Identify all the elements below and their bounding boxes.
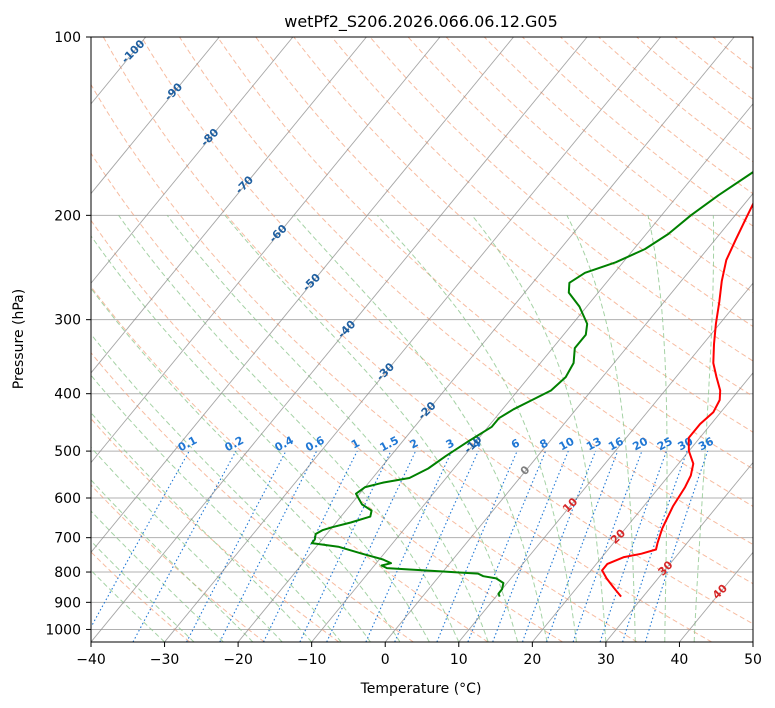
y-tick-label: 800 bbox=[54, 565, 81, 581]
moist-adiabat-line bbox=[91, 333, 371, 642]
mixing-ratio-label: 25 bbox=[655, 435, 675, 454]
isotherm-line bbox=[311, 103, 753, 642]
x-axis-title: Temperature (°C) bbox=[360, 681, 482, 697]
y-tick-label: 700 bbox=[54, 531, 81, 547]
y-tick-label: 400 bbox=[54, 387, 81, 403]
dry-adiabat-line bbox=[91, 152, 638, 642]
dewpoint-profile-line bbox=[310, 170, 753, 597]
moist-adiabat-line bbox=[224, 214, 519, 642]
mixing-ratio-label: 20 bbox=[630, 435, 650, 454]
sounding-profiles bbox=[310, 170, 753, 598]
x-tick-label: −10 bbox=[297, 652, 327, 668]
mixing-ratio-line bbox=[132, 450, 237, 642]
x-tick-label: 20 bbox=[523, 652, 541, 668]
isotherm-line bbox=[91, 37, 514, 554]
mixing-ratio-line bbox=[622, 450, 688, 642]
mixing-ratio-line bbox=[263, 450, 358, 642]
isotherm-line bbox=[91, 37, 220, 195]
moist-adiabat-line bbox=[91, 446, 283, 642]
mixing-ratio-label: 36 bbox=[696, 435, 716, 454]
plot-frame bbox=[90, 36, 754, 643]
moist-adiabat-line bbox=[566, 215, 636, 642]
mixing-ratio-line bbox=[599, 450, 668, 642]
chart-title: wetPf2_S206.2026.066.06.12.G05 bbox=[284, 12, 558, 32]
y-tick-label: 500 bbox=[54, 444, 81, 460]
dry-adiabat-line bbox=[255, 37, 753, 470]
isotherm-line bbox=[91, 37, 294, 284]
x-tick-label: 50 bbox=[744, 652, 762, 668]
mixing-ratio-lines bbox=[91, 450, 709, 642]
dry-adiabat-line bbox=[331, 37, 753, 397]
x-tick-label: 40 bbox=[671, 652, 689, 668]
isotherm-line bbox=[91, 37, 367, 374]
mixing-ratio-label: 30 bbox=[676, 435, 696, 454]
dry-adiabat-line bbox=[293, 37, 753, 433]
x-tick-label: −20 bbox=[223, 652, 253, 668]
x-tick-label: −30 bbox=[150, 652, 180, 668]
plot-area: 0.1 0.2 0.4 0.6 1 1.5 2 3 4 6 8 10 13 16 20 25 30 36-100-… bbox=[91, 37, 753, 642]
dry-adiabat-line bbox=[369, 37, 753, 362]
moist-adiabat-line bbox=[91, 235, 430, 642]
x-tick-label: 0 bbox=[381, 652, 390, 668]
mixing-ratio-line bbox=[299, 450, 392, 642]
mixing-ratio-label: 16 bbox=[606, 435, 626, 454]
isotherm-line bbox=[91, 37, 588, 642]
temperature-profile-line bbox=[601, 201, 753, 598]
isotherm-line bbox=[384, 192, 753, 642]
dry-adiabat-line bbox=[91, 484, 265, 642]
dry-adiabat-line bbox=[598, 37, 753, 163]
mixing-ratio-line bbox=[546, 450, 619, 642]
y-tick-label: 900 bbox=[54, 595, 81, 611]
isotherm-line bbox=[91, 37, 441, 464]
mixing-ratio-line bbox=[436, 450, 518, 642]
moist-adiabat-line bbox=[91, 374, 342, 642]
mixing-ratio-line bbox=[644, 450, 709, 642]
y-axis-title: Pressure (hPa) bbox=[11, 289, 27, 389]
dry-adiabat-line bbox=[445, 37, 753, 294]
moist-adiabats bbox=[91, 214, 715, 642]
moist-adiabat-line bbox=[647, 215, 668, 642]
x-tick-label: −40 bbox=[76, 652, 106, 668]
mixing-ratio-line bbox=[572, 450, 643, 642]
skewed-isotherms bbox=[91, 37, 753, 642]
dry-adiabat-line bbox=[91, 285, 489, 642]
dry-adiabat-line bbox=[522, 37, 753, 227]
isotherm-line bbox=[164, 37, 662, 642]
moist-adiabat-line bbox=[693, 215, 715, 642]
dry-adiabats bbox=[91, 37, 753, 642]
axes: −40 −30 −20 −10 0 10 20 30 40 50 100 200 300 400 500 60… bbox=[45, 30, 762, 668]
dry-adiabat-line bbox=[91, 219, 563, 642]
moist-adiabat-line bbox=[91, 411, 313, 642]
moist-adiabat-line bbox=[91, 287, 401, 642]
mixing-ratio-line bbox=[326, 450, 417, 642]
moist-adiabat-line bbox=[293, 214, 548, 642]
moist-adiabat-line bbox=[118, 215, 460, 642]
y-tick-label: 100 bbox=[54, 30, 81, 46]
mixing-ratio-line bbox=[91, 450, 190, 629]
mixing-ratio-label: 10 bbox=[557, 435, 577, 454]
dry-adiabat-line bbox=[217, 37, 753, 507]
isotherm-line bbox=[605, 461, 753, 642]
y-tick-label: 1000 bbox=[45, 622, 81, 638]
dry-adiabat-line bbox=[140, 37, 753, 585]
x-tick-label: 30 bbox=[597, 652, 615, 668]
y-tick-label: 600 bbox=[54, 491, 81, 507]
mixing-ratio-label: 13 bbox=[584, 435, 604, 454]
dry-adiabat-line bbox=[91, 83, 713, 642]
moist-adiabat-line bbox=[166, 214, 489, 642]
moist-adiabat-line bbox=[376, 214, 577, 642]
isotherm-line bbox=[237, 37, 735, 642]
y-tick-label: 200 bbox=[54, 208, 81, 224]
isotherm-line bbox=[531, 372, 753, 642]
mixing-ratio-line bbox=[365, 450, 453, 642]
isotherm-line bbox=[458, 282, 753, 642]
y-tick-label: 300 bbox=[54, 313, 81, 329]
x-tick-label: 10 bbox=[450, 652, 468, 668]
pressure-gridlines bbox=[91, 37, 753, 630]
dry-adiabat-line bbox=[179, 37, 753, 546]
